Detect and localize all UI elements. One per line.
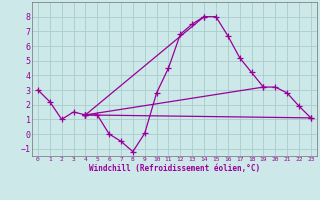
- X-axis label: Windchill (Refroidissement éolien,°C): Windchill (Refroidissement éolien,°C): [89, 164, 260, 173]
